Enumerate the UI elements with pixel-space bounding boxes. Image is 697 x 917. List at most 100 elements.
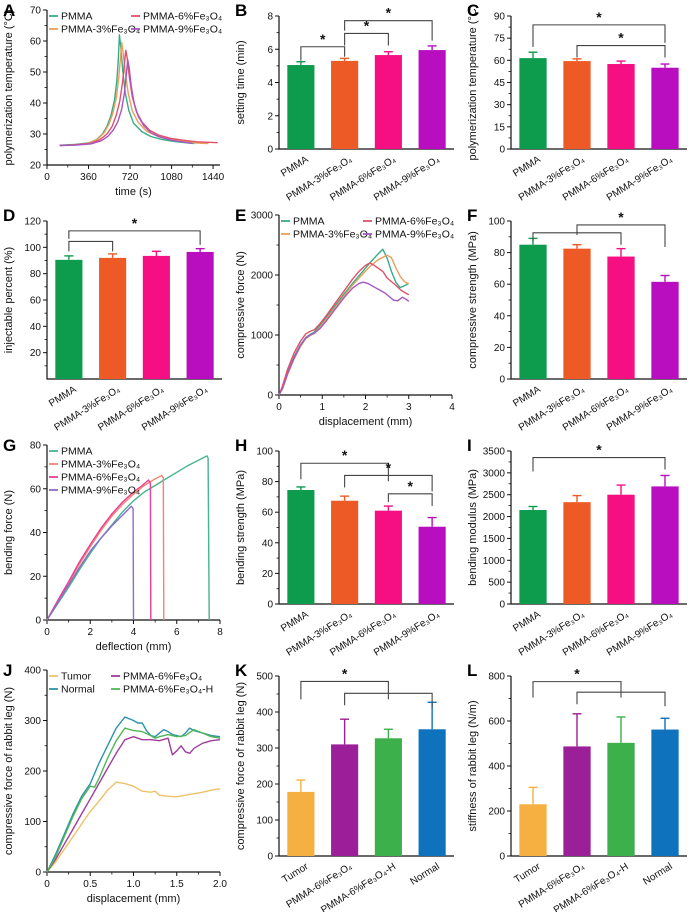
y-tick-label: 1000	[251, 331, 274, 342]
y-tick-label: 0	[499, 600, 505, 611]
y-tick-label: 200	[24, 767, 41, 778]
legend-label: PMMA	[61, 11, 93, 23]
y-tick-label: 500	[488, 578, 505, 589]
chart-d: 20 40 60 80 100 120 injectable percent (%) PMMA…	[0, 205, 232, 435]
y-tick-label: 2	[267, 111, 273, 122]
bar-PMMA-6%Fe₃O₄	[607, 64, 635, 149]
y-tick-label: 0	[267, 145, 273, 156]
sig-star: *	[618, 30, 624, 46]
y-axis-label: polymerization temperature (°C)	[3, 9, 15, 165]
x-tick-label: 0.5	[83, 879, 97, 890]
legend-label: PMMA	[293, 216, 325, 228]
chart-svg-F: 0 20 40 60 80 100 compressive strength (MPa) PM…	[467, 209, 687, 433]
sig-star: *	[342, 665, 348, 681]
y-tick-label: 0	[499, 852, 505, 863]
y-axis-label: injectable percent (%)	[3, 247, 15, 353]
bar-PMMA-3%Fe₃O₄	[563, 502, 591, 604]
sig-bracket	[300, 680, 389, 700]
panel-l: L 0 200 400 600 800 stiffness of rabbit leg (…	[464, 660, 697, 916]
y-tick-label: 80	[30, 441, 42, 452]
y-tick-label: 20	[30, 161, 42, 172]
series-line-PMMA-9%Fe₃O₄	[59, 58, 193, 147]
x-category-label: PMMA-6%Fe₃O₄-H	[552, 861, 631, 912]
legend-label: PMMA-9%Fe₃O₄	[375, 229, 454, 241]
series-line-PMMA-6%Fe₃O₄	[46, 479, 152, 621]
y-tick-label: 2500	[483, 490, 506, 501]
y-tick-label: 120	[24, 217, 41, 228]
y-tick-label: 20	[30, 348, 42, 359]
panel-g: G 0 20 40 60 80 bending force (N) 0 2 4 6 8 deflect…	[0, 435, 232, 660]
x-category-label: PMMA-6%Fe₃O₄-H	[319, 861, 398, 912]
y-tick-label: 80	[30, 269, 42, 280]
y-tick-label: 2000	[483, 512, 506, 523]
y-tick-label: 50	[30, 68, 42, 79]
y-tick-label: 800	[488, 672, 505, 683]
panel-letter-k: K	[235, 661, 248, 680]
bar-PMMA-6%Fe₃O₄	[374, 510, 402, 604]
y-tick-label: 0	[35, 868, 41, 879]
chart-svg-G: 0 20 40 60 80 bending force (N) 0 2 4 6 8 deflectio…	[3, 441, 223, 654]
series-line-Normal	[46, 716, 221, 873]
x-tick-label: 2	[363, 402, 369, 413]
x-category-label: PMMA	[511, 384, 543, 409]
sig-bracket	[68, 230, 201, 245]
x-tick-label: 720	[122, 172, 139, 183]
x-tick-label: 1080	[160, 172, 183, 183]
bar-PMMA-6%Fe₃O₄	[563, 746, 591, 856]
chart-svg-A: 20 30 40 50 60 70 polymerization temperature (…	[3, 6, 225, 199]
y-tick-label: 2000	[251, 271, 274, 282]
y-tick-label: 90	[494, 12, 506, 23]
y-tick-label: 8	[267, 12, 273, 23]
bar-PMMA-3%Fe₃O₄	[331, 60, 359, 150]
y-tick-label: 30	[494, 100, 506, 111]
chart-svg-E: 0 1000 2000 3000 compressive force (N) 0 1 2 3 4 d…	[235, 211, 455, 429]
bar-PMMA-3%Fe₃O₄	[563, 248, 591, 379]
bar-PMMA-9%Fe₃O₄	[651, 486, 679, 604]
bar-Tumor	[519, 804, 547, 856]
panel-letter-g: G	[3, 436, 17, 455]
y-tick-label: 80	[494, 248, 506, 259]
y-tick-label: 45	[494, 78, 506, 89]
x-tick-label: 6	[174, 627, 180, 638]
y-tick-label: 300	[24, 716, 41, 727]
y-tick-label: 3000	[251, 211, 274, 222]
y-tick-label: 100	[256, 816, 273, 827]
x-tick-label: 0	[44, 172, 50, 183]
panel-letter-f: F	[467, 206, 478, 225]
y-tick-label: 40	[262, 538, 274, 549]
y-tick-label: 0	[35, 616, 41, 627]
x-tick-label: 1	[319, 402, 325, 413]
y-tick-label: 70	[30, 6, 42, 17]
y-tick-label: 60	[262, 508, 274, 519]
x-category-label: PMMA	[47, 384, 79, 409]
panel-letter-l: L	[467, 661, 478, 680]
bar-PMMA-6%Fe₃O₄	[142, 255, 170, 379]
x-tick-label: 1.0	[127, 879, 141, 890]
y-tick-label: 100	[24, 817, 41, 828]
y-tick-label: 4	[267, 78, 273, 89]
chart-i: 0 500 1000 1500 2000 2500 3000 3500 bending modu…	[464, 435, 697, 660]
chart-j: 0 100 200 300 400 compressive force of rabbit…	[0, 660, 232, 912]
chart-svg-K: 0 100 200 300 400 500 compressive force of rab…	[235, 665, 454, 916]
y-tick-label: 80	[262, 477, 274, 488]
chart-b: 0 2 4 6 8 setting time (min) PMMA PMMA-3%Fe₃O₄ P…	[232, 0, 464, 205]
bar-Normal	[418, 729, 446, 856]
y-axis-label: setting time (min)	[235, 40, 247, 124]
panel-d: D 20 40 60 80 100 120 injectable percent (%) PM…	[0, 205, 232, 435]
bar-PMMA-6%Fe₃O₄-H	[607, 742, 635, 856]
bar-PMMA	[519, 58, 547, 149]
bar-PMMA-9%Fe₃O₄	[651, 67, 679, 149]
sig-star: *	[320, 31, 326, 47]
y-axis-label: compressive strength (MPa)	[467, 231, 479, 369]
series-line-PMMA-6%Fe₃O₄	[46, 735, 221, 873]
bar-PMMA-9%Fe₃O₄	[418, 526, 446, 604]
panel-letter-i: I	[467, 436, 472, 455]
panel-letter-h: H	[235, 436, 248, 455]
y-tick-label: 1000	[483, 556, 506, 567]
chart-svg-J: 0 100 200 300 400 compressive force of rabbit…	[3, 666, 227, 906]
y-tick-label: 100	[256, 447, 273, 458]
sig-star: *	[596, 9, 602, 25]
y-tick-label: 20	[30, 572, 42, 583]
legend-label: PMMA-9%Fe₃O₄	[143, 24, 222, 36]
